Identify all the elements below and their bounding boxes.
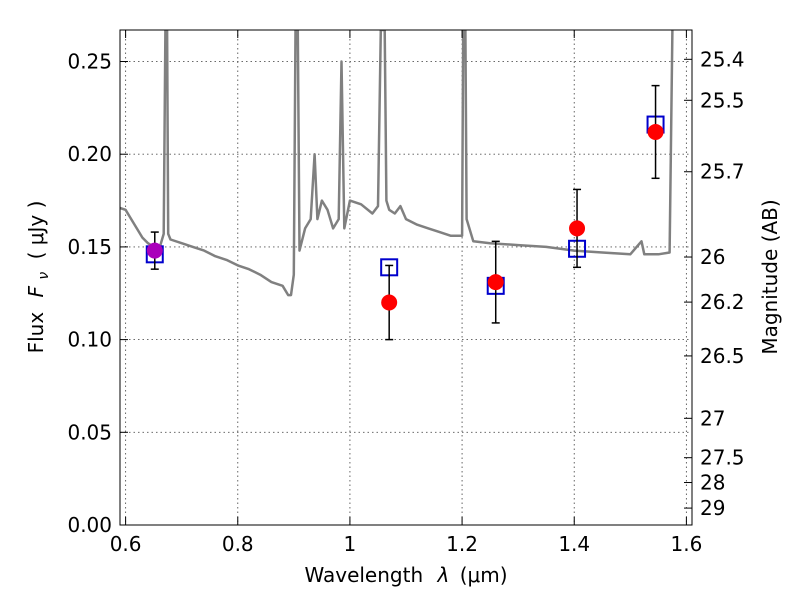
plot-frame (119, 29, 693, 526)
y2-tick-label: 27.5 (700, 446, 745, 470)
observed-point (487, 274, 504, 291)
y2-tick-label: 26 (700, 245, 725, 269)
y2-tick-label: 25.5 (700, 88, 745, 112)
x-tick-label: 0.6 (110, 532, 142, 556)
y2-tick-label: 26.2 (700, 290, 745, 314)
y2-tick-label: 28 (700, 471, 725, 495)
observed-point (569, 220, 586, 237)
y2-tick-label: 29 (700, 496, 725, 520)
x-tick-label: 1.4 (558, 532, 590, 556)
y-tick-label: 0.05 (67, 420, 112, 444)
observed-point (381, 294, 398, 311)
y-tick-label: 0.20 (67, 142, 112, 166)
x-tick-label: 1.6 (670, 532, 702, 556)
y-tick-label: 0.15 (67, 235, 112, 259)
y-axis-label: Flux F ν ( μJy ) (24, 201, 53, 354)
y-axis-flux: 0.00 0.05 0.10 0.15 0.20 0.25 (67, 50, 128, 537)
model-spectrum-line (120, 30, 674, 297)
observed-point (647, 123, 664, 140)
x-tick-label: 0.8 (222, 532, 254, 556)
y-tick-label: 0.00 (67, 513, 112, 537)
y-tick-label: 0.10 (67, 328, 112, 352)
y2-tick-label: 26.5 (700, 344, 745, 368)
y2-axis-label: Magnitude (AB) (758, 199, 782, 354)
y2-tick-label: 25.7 (700, 160, 745, 184)
x-tick-label: 1 (344, 532, 357, 556)
plot-area (120, 30, 674, 341)
y-tick-label: 0.25 (67, 50, 112, 74)
y2-tick-label: 25.4 (700, 47, 745, 71)
observed-point (146, 242, 163, 259)
model-spectrum-layer (120, 30, 674, 297)
points-layer (145, 84, 665, 341)
x-axis: 0.6 0.8 1 1.2 1.4 1.6 (110, 30, 702, 556)
grid-lines (120, 30, 692, 526)
x-tick-label: 1.2 (446, 532, 478, 556)
y2-tick-label: 27 (700, 406, 725, 430)
x-axis-label: Wavelength λ (μm) (304, 563, 507, 587)
